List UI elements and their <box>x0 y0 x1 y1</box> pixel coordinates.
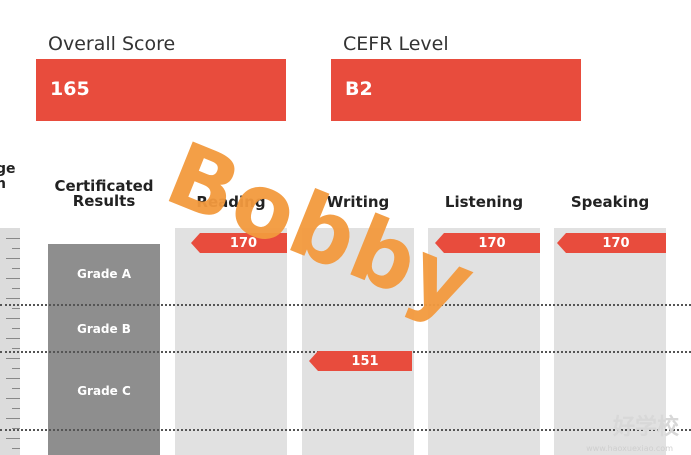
speaking-score-marker: 170 <box>557 233 666 253</box>
scale-tick <box>12 268 20 269</box>
scale-tick <box>6 338 20 339</box>
scale-tick <box>6 258 20 259</box>
writing-score-marker: 151 <box>309 351 412 371</box>
grade-boundary-a-b <box>0 304 691 306</box>
grade-b-band: Grade B <box>77 321 131 336</box>
overall-score-value: 165 <box>36 59 286 121</box>
scale-tick <box>6 418 20 419</box>
grade-c-band: Grade C <box>77 384 131 398</box>
reading-score-marker: 170 <box>191 233 287 253</box>
reading-column <box>175 228 287 455</box>
scale-tick <box>12 288 20 289</box>
scale-tick <box>12 408 20 409</box>
scale-tick <box>12 248 20 249</box>
scale-tick <box>6 378 20 379</box>
site-logo-url: www.haoxuexiao.com <box>586 444 673 453</box>
listening-score-marker: 170 <box>435 233 540 253</box>
scale-tick <box>12 448 20 449</box>
certificated-results-header: Certificated Results <box>54 177 154 210</box>
grade-boundary-c-bottom <box>0 429 691 431</box>
scale-tick <box>6 298 20 299</box>
scale-tick <box>12 368 20 369</box>
scale-tick <box>6 358 20 359</box>
cefr-level-label: CEFR Level <box>343 33 449 55</box>
scale-header-partial: ge n <box>0 161 16 192</box>
scale-tick <box>6 238 20 239</box>
writing-column <box>302 228 414 455</box>
grade-a-band: Grade A <box>76 267 132 281</box>
scale-tick <box>6 438 20 439</box>
scale-tick <box>6 318 20 319</box>
certificated-results-column <box>48 244 160 455</box>
listening-column <box>428 228 540 455</box>
site-logo: 好学校 <box>612 415 679 440</box>
speaking-header: Speaking <box>570 193 650 211</box>
reading-header: Reading <box>196 193 266 211</box>
score-scale-ruler <box>0 228 20 455</box>
scale-tick <box>6 278 20 279</box>
scale-tick <box>12 328 20 329</box>
listening-header: Listening <box>444 193 524 211</box>
cefr-level-value: B2 <box>331 59 581 121</box>
writing-header: Writing <box>326 193 390 211</box>
scale-tick <box>12 428 20 429</box>
scale-tick <box>12 308 20 309</box>
speaking-column <box>554 228 666 455</box>
scale-tick <box>12 348 20 349</box>
scale-tick <box>6 398 20 399</box>
scale-tick <box>12 388 20 389</box>
overall-score-label: Overall Score <box>48 33 176 55</box>
